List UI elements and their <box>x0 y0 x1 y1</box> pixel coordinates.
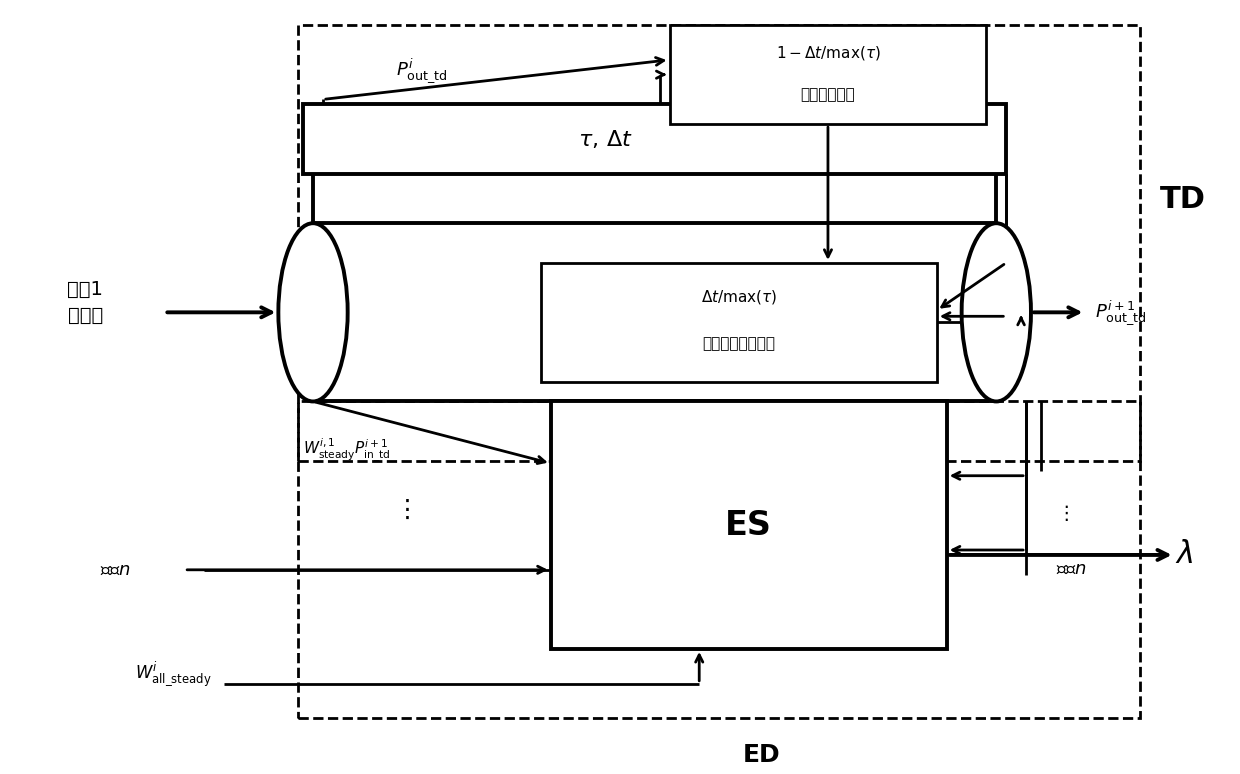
Text: $\lambda$: $\lambda$ <box>1176 540 1194 570</box>
Text: $P^{i}_{\mathrm{out\_td}}$: $P^{i}_{\mathrm{out\_td}}$ <box>396 56 448 84</box>
Text: $W^{i,1}_{\mathrm{steady}}P^{i+1}_{\mathrm{in\_td}}$: $W^{i,1}_{\mathrm{steady}}P^{i+1}_{\math… <box>303 436 391 463</box>
Text: 管段$n$: 管段$n$ <box>99 561 130 579</box>
Text: $\vdots$: $\vdots$ <box>394 498 410 522</box>
Text: 管段$n$: 管段$n$ <box>1055 560 1086 578</box>
Bar <box>298 402 1140 718</box>
Text: $1-\Delta t/\max(\tau)$: $1-\Delta t/\max(\tau)$ <box>775 44 880 62</box>
Bar <box>670 26 986 124</box>
Text: ES: ES <box>725 509 773 542</box>
Text: 延时分流环节: 延时分流环节 <box>801 87 856 102</box>
Bar <box>303 104 1006 173</box>
Ellipse shape <box>962 223 1030 402</box>
Ellipse shape <box>278 223 347 402</box>
Text: $\vdots$: $\vdots$ <box>1055 503 1069 523</box>
Text: $\tau,\,\Delta t$: $\tau,\,\Delta t$ <box>578 128 632 150</box>
Text: 延时比例衰减环节: 延时比例衰减环节 <box>702 337 775 351</box>
Text: $P^{i+1}_{\mathrm{out\_td}}$: $P^{i+1}_{\mathrm{out\_td}}$ <box>1095 298 1147 327</box>
Text: $\Delta t/\max(\tau)$: $\Delta t/\max(\tau)$ <box>701 289 777 307</box>
Text: $W^{i}_{\mathrm{all\_steady}}$: $W^{i}_{\mathrm{all\_steady}}$ <box>135 659 212 688</box>
Bar <box>541 263 937 382</box>
Text: TD: TD <box>1159 185 1205 214</box>
Text: ED: ED <box>743 743 780 767</box>
Bar <box>298 26 1140 461</box>
Text: 管段1
天然气: 管段1 天然气 <box>67 279 103 325</box>
Bar <box>551 402 947 649</box>
